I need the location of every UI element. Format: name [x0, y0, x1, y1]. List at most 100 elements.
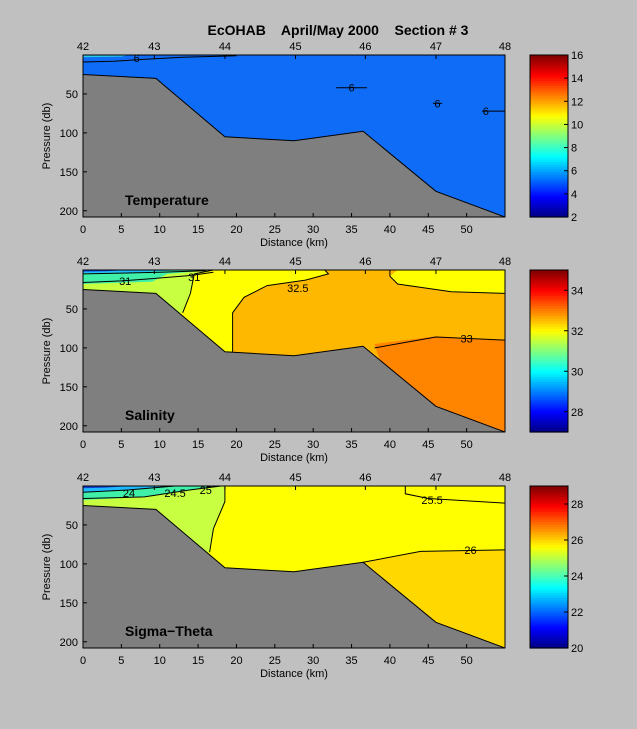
x-tick-label: 15 — [192, 439, 204, 451]
y-tick-label: 200 — [60, 421, 78, 433]
top-tick-label: 46 — [359, 472, 371, 484]
top-tick-label: 43 — [148, 256, 160, 268]
colorbar-tick-label: 24 — [571, 571, 583, 583]
x-tick-label: 50 — [461, 439, 473, 451]
colorbar: 28 30 32 34 — [529, 269, 583, 433]
colorbar-tick-label: 22 — [571, 607, 583, 619]
contour-line-3 — [232, 270, 330, 352]
x-tick-label: 0 — [80, 439, 86, 451]
plot-area: 6 6 6 6 — [83, 53, 505, 217]
x-tick-label: 20 — [230, 439, 242, 451]
contour-line-4 — [389, 270, 505, 294]
colorbar-tick-label: 8 — [571, 143, 577, 155]
top-tick-label: 43 — [148, 41, 160, 53]
x-tick-label: 50 — [461, 224, 473, 236]
top-tick-label: 44 — [219, 472, 231, 484]
plot-area: 25.5 26 25 24.5 24 — [83, 485, 505, 648]
plot-frame — [82, 54, 506, 218]
colorbar-tick-label: 16 — [571, 50, 583, 62]
contour-label: 31 — [119, 276, 131, 288]
panel-label: Sigma−Theta — [125, 623, 213, 639]
top-tick-label: 44 — [219, 41, 231, 53]
y-tick-label: 200 — [60, 206, 78, 218]
y-axis-label: Pressure (db) — [41, 318, 53, 385]
colorbar: 20 22 24 26 28 — [529, 485, 583, 655]
region-1 — [83, 55, 129, 58]
contour-line-0 — [83, 271, 214, 283]
colorbar-tick-label: 30 — [571, 366, 583, 378]
x-tick-label: 20 — [230, 224, 242, 236]
x-tick-label: 30 — [307, 655, 319, 667]
region-5 — [83, 486, 129, 489]
seafloor — [83, 504, 505, 648]
x-tick-label: 45 — [422, 224, 434, 236]
top-tick-label: 45 — [289, 41, 301, 53]
plot-frame — [82, 485, 506, 649]
x-tick-label: 40 — [384, 439, 396, 451]
top-tick-label: 48 — [499, 472, 511, 484]
y-tick-label: 50 — [66, 304, 78, 316]
contour-line-0 — [83, 55, 237, 63]
x-tick-label: 40 — [384, 224, 396, 236]
contour-label: 25.5 — [421, 495, 442, 507]
x-tick-label: 45 — [422, 439, 434, 451]
contour-line-5 — [374, 336, 505, 349]
x-tick-label: 45 — [422, 655, 434, 667]
colorbar-tick-label: 4 — [571, 189, 577, 201]
colorbar-frame — [529, 54, 569, 218]
contour-label: 31 — [188, 272, 200, 284]
contour-line-1 — [363, 549, 505, 563]
top-tick-label: 47 — [430, 472, 442, 484]
y-tick-label: 200 — [60, 637, 78, 649]
colorbar-tick-label: 32 — [571, 326, 583, 338]
x-tick-label: 35 — [345, 439, 357, 451]
x-tick-label: 10 — [154, 655, 166, 667]
figure-title: EcOHAB April/May 2000 Section # 3 — [208, 22, 469, 38]
region-2 — [389, 270, 505, 294]
x-tick-label: 25 — [269, 655, 281, 667]
y-axis-label: Pressure (db) — [41, 534, 53, 601]
contour-line-6 — [182, 270, 214, 313]
x-tick-label: 10 — [154, 224, 166, 236]
x-tick-label: 30 — [307, 439, 319, 451]
chart-panel-2: 31 31 32.5 33 Salinity 0 5 10 15 20 25 30 35 40 45 50 42… — [41, 256, 583, 464]
colorbar-tick-label: 14 — [571, 73, 583, 85]
contour-label: 24.5 — [164, 488, 185, 500]
x-tick-label: 5 — [118, 655, 124, 667]
top-tick-label: 47 — [430, 41, 442, 53]
contour-line-2 — [83, 270, 206, 275]
x-tick-label: 0 — [80, 655, 86, 667]
top-tick-label: 48 — [499, 256, 511, 268]
contour-label: 32.5 — [287, 283, 308, 295]
x-tick-label: 35 — [345, 224, 357, 236]
contour-label: 6 — [134, 53, 140, 65]
x-tick-label: 15 — [192, 655, 204, 667]
y-tick-label: 100 — [60, 343, 78, 355]
contour-label: 26 — [464, 545, 476, 557]
colorbar-tick-label: 10 — [571, 119, 583, 131]
x-tick-label: 25 — [269, 439, 281, 451]
x-tick-label: 5 — [118, 224, 124, 236]
panel-label: Temperature — [125, 192, 209, 208]
y-axis-label: Pressure (db) — [41, 103, 53, 170]
top-tick-label: 45 — [289, 256, 301, 268]
contour-label: 25 — [200, 485, 212, 497]
x-tick-label: 15 — [192, 224, 204, 236]
y-tick-label: 50 — [66, 520, 78, 532]
colorbar-tick-label: 28 — [571, 407, 583, 419]
top-tick-label: 42 — [77, 41, 89, 53]
x-tick-label: 20 — [230, 655, 242, 667]
contour-line-3 — [83, 486, 222, 499]
x-tick-label: 35 — [345, 655, 357, 667]
y-tick-label: 150 — [60, 598, 78, 610]
top-tick-label: 46 — [359, 41, 371, 53]
contour-label: 6 — [483, 106, 489, 118]
x-tick-label: 0 — [80, 224, 86, 236]
x-tick-label: 10 — [154, 439, 166, 451]
y-tick-label: 150 — [60, 382, 78, 394]
plot-area: 31 31 32.5 33 — [83, 270, 505, 432]
top-tick-label: 45 — [289, 472, 301, 484]
top-tick-label: 47 — [430, 256, 442, 268]
y-tick-label: 100 — [60, 559, 78, 571]
contour-line-2 — [209, 486, 226, 553]
